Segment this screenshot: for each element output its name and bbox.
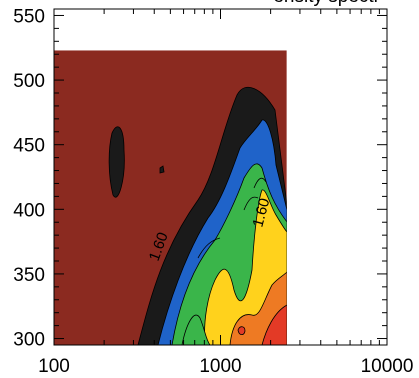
x-tick-label: 1000: [199, 356, 241, 377]
y-tick-label: 400: [13, 200, 45, 221]
x-ticks: 100 1000 10000: [38, 9, 413, 377]
y-tick-label: 450: [13, 136, 45, 157]
contour-label: 1.60: [249, 196, 273, 229]
plot-content: 1.601.60: [54, 50, 287, 345]
y-tick-label: 350: [13, 265, 45, 286]
contour-band-green-patch: [181, 314, 211, 345]
contour-band-red-speck: [237, 326, 246, 336]
y-ticks: 300 350 400 450 500 550: [13, 6, 387, 351]
y-tick-label: 500: [13, 71, 45, 92]
contour-band-black-speck: [159, 165, 165, 174]
y-tick-label: 550: [13, 6, 45, 27]
contour-line-2: [243, 196, 259, 211]
contour-line-1: [197, 237, 221, 259]
y-tick-label: 300: [13, 330, 45, 351]
contour-line-3: [253, 177, 267, 189]
chart-title: ensity spectr: [273, 0, 380, 7]
contour-fills: 1.601.60: [54, 50, 287, 345]
contour-band-black-island: [108, 126, 125, 198]
x-tick-label: 10000: [361, 356, 414, 377]
contour-band-red: [261, 304, 287, 345]
x-tick-label: 100: [38, 356, 70, 377]
